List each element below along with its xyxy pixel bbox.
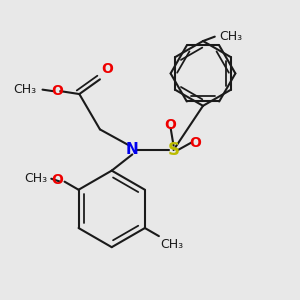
Text: O: O: [190, 136, 202, 150]
Text: S: S: [168, 141, 180, 159]
Text: CH₃: CH₃: [24, 172, 47, 185]
Text: O: O: [101, 62, 113, 76]
Text: N: N: [126, 142, 139, 158]
Text: CH₃: CH₃: [14, 82, 37, 95]
Text: O: O: [165, 118, 176, 132]
Text: O: O: [51, 84, 63, 98]
Text: CH₃: CH₃: [219, 30, 242, 43]
Text: O: O: [51, 173, 63, 187]
Text: CH₃: CH₃: [160, 238, 184, 250]
